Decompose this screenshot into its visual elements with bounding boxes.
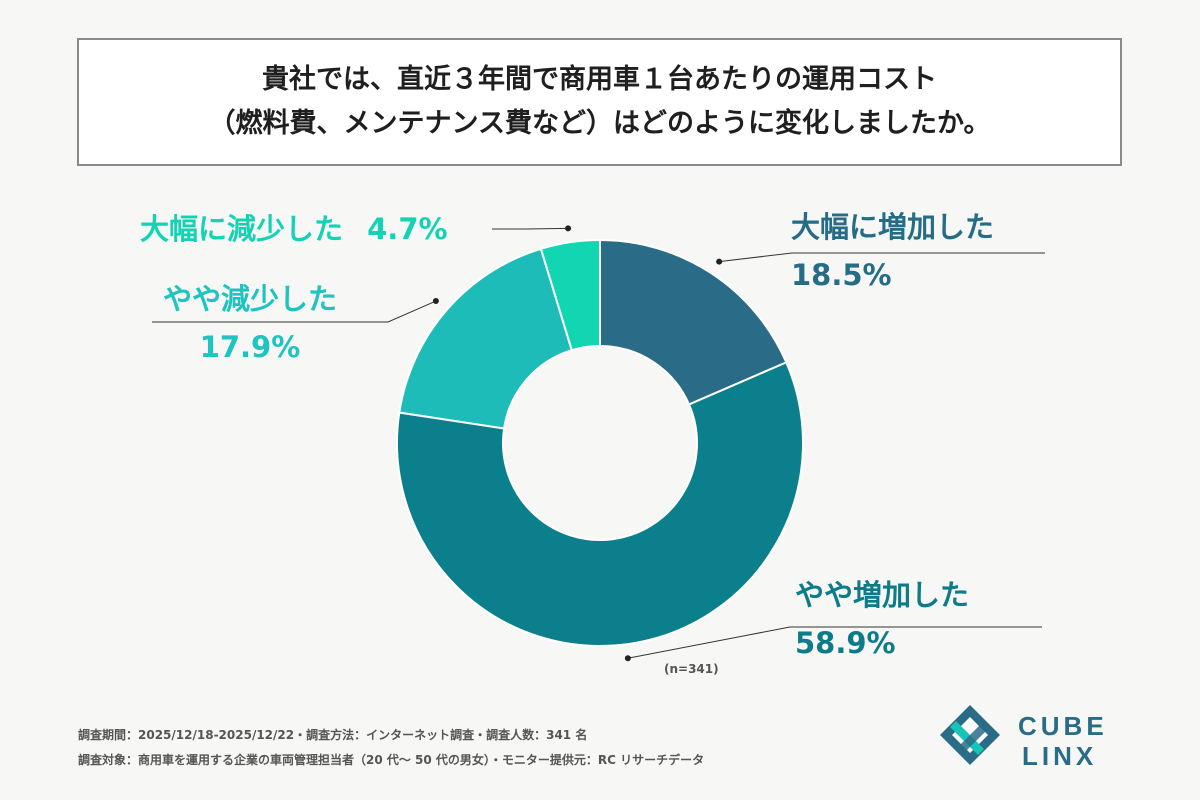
label-sharp-increase: 大幅に増加した 18.5% (791, 204, 994, 292)
question-title-line-2: （燃料費、メンテナンス費など）はどのように変化しましたか。 (208, 108, 991, 139)
slice-sharp-decrease (539, 238, 601, 352)
label-slight-decrease-value: 17.9% (199, 330, 301, 364)
leader-sharp-increase-dot (716, 258, 723, 265)
slice-sharp-increase (599, 238, 788, 406)
label-sharp-decrease: 大幅に減少した 4.7% (140, 206, 448, 248)
sample-size-note: (n=341) (664, 662, 719, 676)
leader-slight-increase (627, 626, 1042, 659)
footer-survey-target: 調査対象：商用車を運用する企業の車両管理担当者（20 代〜 50 代の男女）・モ… (78, 753, 705, 767)
question-title-line-1: 貴社では、直近３年間で商用車１台あたりの運用コスト (262, 64, 937, 95)
slice-slight-decrease (398, 247, 574, 430)
label-slight-increase-name: やや増加した (795, 578, 970, 612)
label-slight-decrease-name: やや減少した (162, 282, 337, 316)
label-sharp-decrease-name: 大幅に減少した (140, 212, 344, 246)
leader-slight-increase-dot (624, 655, 631, 662)
footer-survey-period: 調査期間：2025/12/18-2025/12/22・調査方法：インターネット調… (78, 728, 588, 742)
leader-sharp-decrease-dot (565, 225, 572, 232)
leader-slight-decrease-dot (432, 298, 439, 305)
logo-text-cube: CUBE (1018, 711, 1108, 741)
cube-linx-logo: CUBE LINX (940, 705, 1108, 771)
leader-sharp-increase (719, 252, 1045, 263)
leader-slight-decrease (152, 300, 437, 323)
label-slight-decrease: やや減少した 17.9% (160, 276, 340, 364)
cube-logo-icon (940, 705, 1000, 765)
label-sharp-increase-name: 大幅に増加した (791, 210, 995, 244)
question-title-box: 貴社では、直近３年間で商用車１台あたりの運用コスト （燃料費、メンテナンス費など… (77, 38, 1122, 166)
label-sharp-increase-value: 18.5% (791, 258, 892, 292)
label-sharp-decrease-value: 4.7% (367, 212, 448, 246)
label-slight-increase: やや増加した 58.9% (795, 572, 969, 660)
logo-text-linx: LINX (1022, 741, 1097, 771)
leader-sharp-decrease (492, 227, 569, 230)
label-slight-increase-value: 58.9% (795, 626, 896, 660)
slice-slight-increase (396, 361, 804, 647)
